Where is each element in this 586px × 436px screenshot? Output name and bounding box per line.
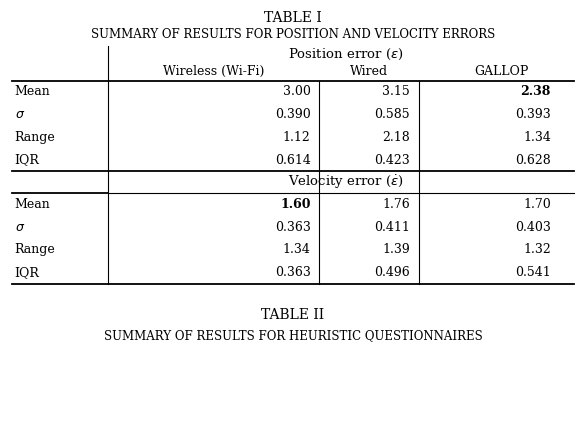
Text: 1.12: 1.12 xyxy=(283,131,311,144)
Text: SUMMARY OF RESULTS FOR POSITION AND VELOCITY ERRORS: SUMMARY OF RESULTS FOR POSITION AND VELO… xyxy=(91,28,495,41)
Text: 1.32: 1.32 xyxy=(523,243,551,256)
Text: 2.18: 2.18 xyxy=(383,131,410,144)
Text: 1.60: 1.60 xyxy=(280,198,311,211)
Text: 1.39: 1.39 xyxy=(383,243,410,256)
Text: $\sigma$: $\sigma$ xyxy=(15,108,25,121)
Text: 2.38: 2.38 xyxy=(520,85,551,99)
Text: 0.363: 0.363 xyxy=(275,221,311,234)
Text: 1.76: 1.76 xyxy=(383,198,410,211)
Text: Wired: Wired xyxy=(350,65,389,78)
Text: 0.585: 0.585 xyxy=(374,108,410,121)
Text: 0.363: 0.363 xyxy=(275,266,311,279)
Text: IQR: IQR xyxy=(15,266,39,279)
Text: 3.00: 3.00 xyxy=(282,85,311,99)
Text: 0.390: 0.390 xyxy=(275,108,311,121)
Text: TABLE II: TABLE II xyxy=(261,308,325,322)
Text: Position error ($\epsilon$): Position error ($\epsilon$) xyxy=(288,47,404,62)
Text: 0.411: 0.411 xyxy=(374,221,410,234)
Text: GALLOP: GALLOP xyxy=(474,65,528,78)
Text: Velocity error ($\dot{\epsilon}$): Velocity error ($\dot{\epsilon}$) xyxy=(288,174,404,191)
Text: SUMMARY OF RESULTS FOR HEURISTIC QUESTIONNAIRES: SUMMARY OF RESULTS FOR HEURISTIC QUESTIO… xyxy=(104,330,482,343)
Text: Mean: Mean xyxy=(15,85,50,99)
Text: 1.70: 1.70 xyxy=(523,198,551,211)
Text: 0.628: 0.628 xyxy=(515,153,551,167)
Text: Range: Range xyxy=(15,131,56,144)
Text: TABLE I: TABLE I xyxy=(264,11,322,25)
Text: 3.15: 3.15 xyxy=(383,85,410,99)
Text: Wireless (Wi-Fi): Wireless (Wi-Fi) xyxy=(163,65,264,78)
Text: 0.496: 0.496 xyxy=(374,266,410,279)
Text: $\sigma$: $\sigma$ xyxy=(15,221,25,234)
Text: 0.423: 0.423 xyxy=(374,153,410,167)
Text: 0.614: 0.614 xyxy=(275,153,311,167)
Text: Mean: Mean xyxy=(15,198,50,211)
Text: 0.541: 0.541 xyxy=(515,266,551,279)
Text: Range: Range xyxy=(15,243,56,256)
Text: IQR: IQR xyxy=(15,153,39,167)
Text: 0.393: 0.393 xyxy=(515,108,551,121)
Text: 0.403: 0.403 xyxy=(515,221,551,234)
Text: 1.34: 1.34 xyxy=(282,243,311,256)
Text: 1.34: 1.34 xyxy=(523,131,551,144)
